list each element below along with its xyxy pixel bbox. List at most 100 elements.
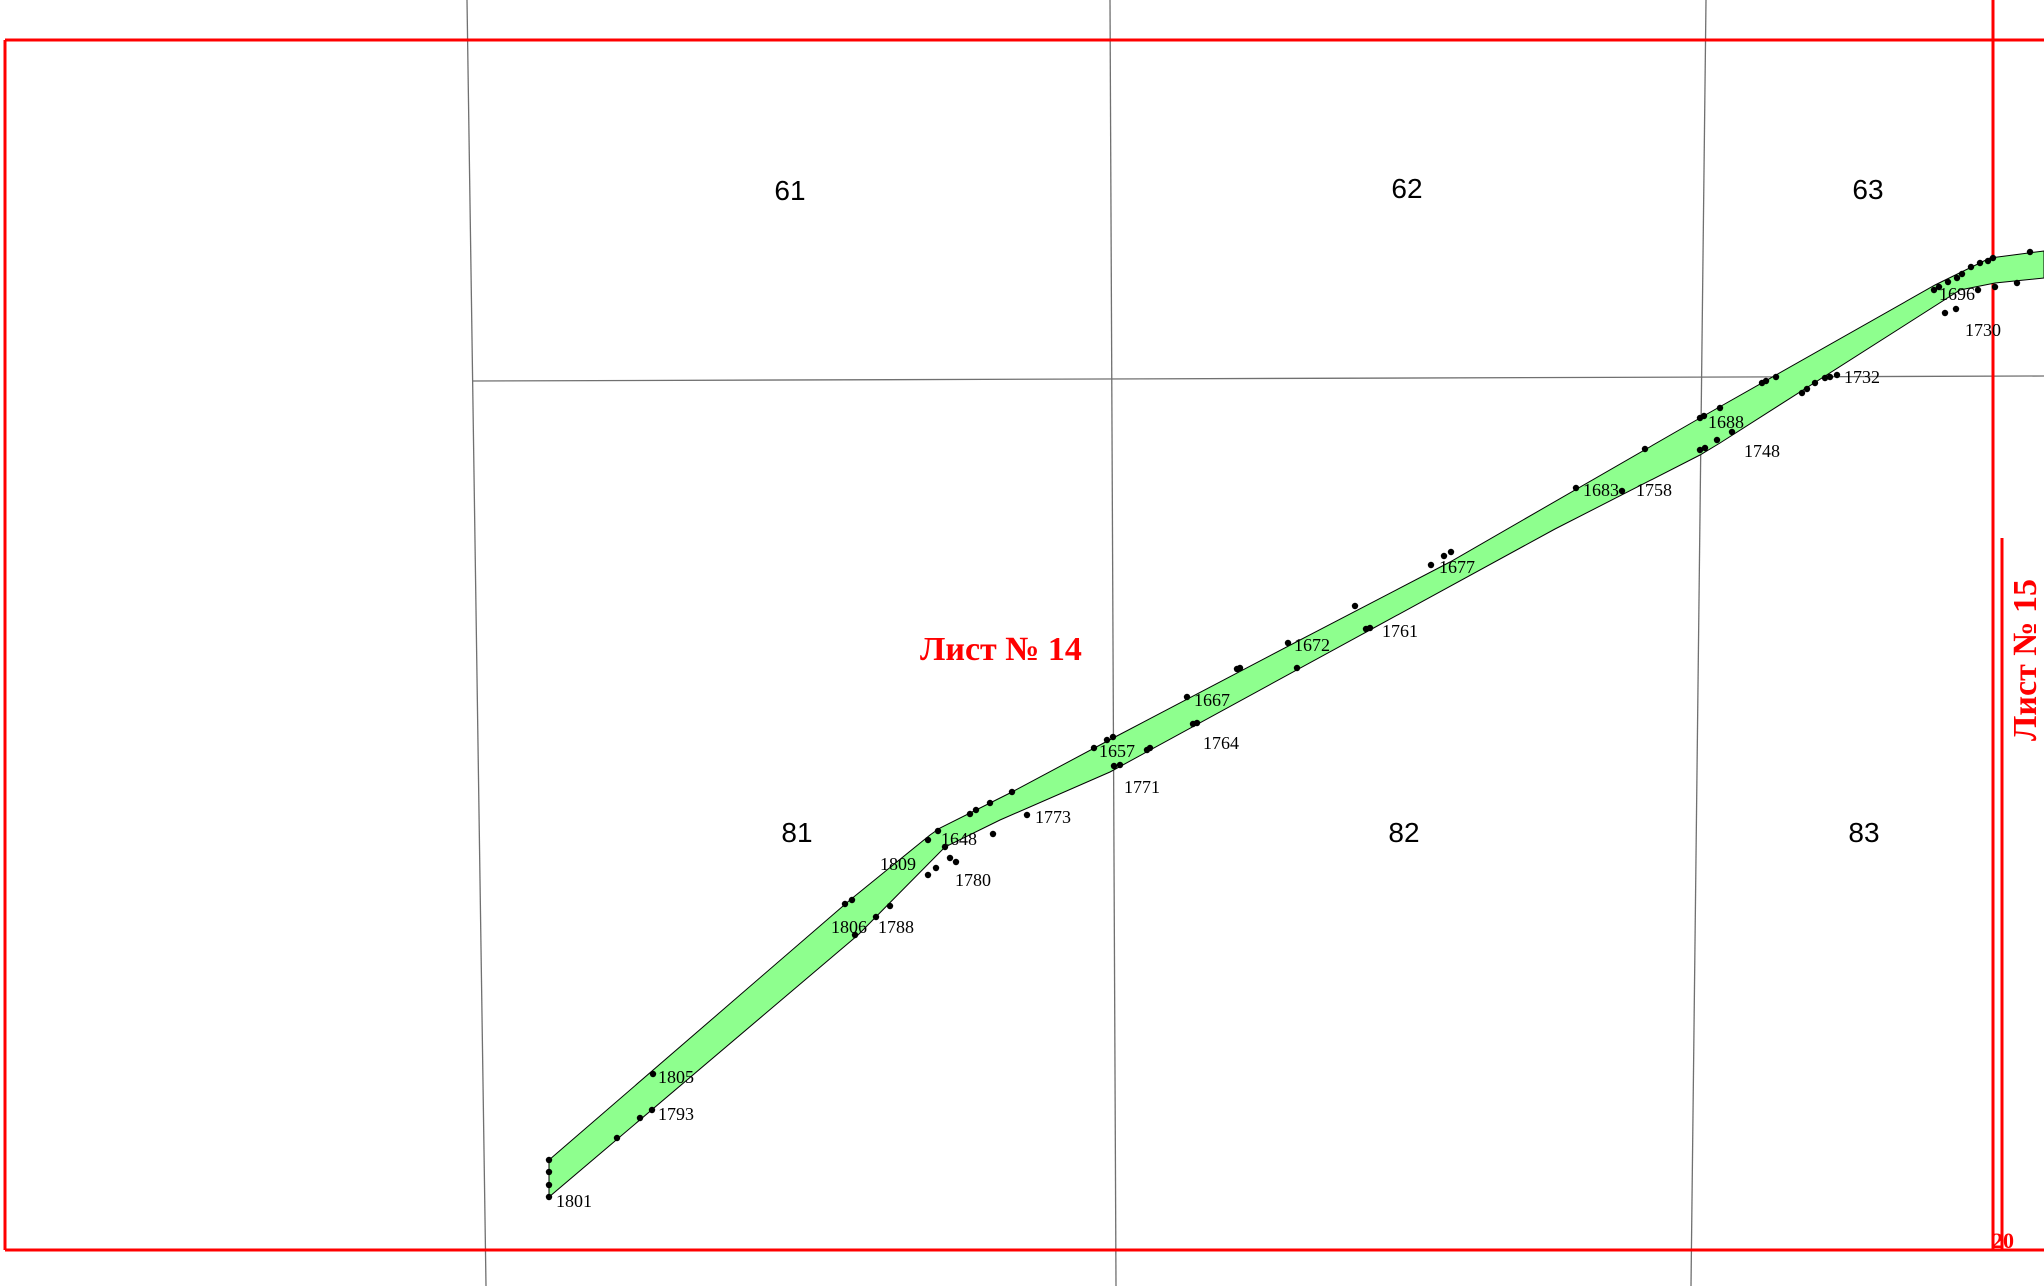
- boundary-vertex: [1716, 404, 1724, 412]
- point-label: 1806: [831, 917, 867, 937]
- quarter-grid: [466, 0, 2044, 1286]
- boundary-vertex: [1700, 412, 1708, 420]
- boundary-vertex: [932, 864, 940, 872]
- grid-line-v2: [1109, 0, 1117, 1286]
- boundary-vertex: [1728, 428, 1736, 436]
- boundary-vertex: [1941, 309, 1949, 317]
- boundary-vertex: [941, 843, 949, 851]
- point-label: 1758: [1636, 480, 1672, 500]
- boundary-vertex: [1826, 373, 1834, 381]
- boundary-vertex: [649, 1070, 657, 1078]
- boundary-vertex: [1944, 278, 1952, 286]
- quarter-number: 81: [781, 817, 812, 848]
- boundary-vertex: [1090, 744, 1098, 752]
- boundary-vertex: [1109, 733, 1117, 741]
- vertex-layer: [545, 248, 2034, 1201]
- boundary-vertex: [545, 1156, 553, 1164]
- boundary-vertex: [1821, 374, 1829, 382]
- boundary-vertex: [946, 854, 954, 862]
- boundary-vertex: [1811, 379, 1819, 387]
- boundary-vertex: [1572, 484, 1580, 492]
- point-label: 1696: [1939, 284, 1975, 304]
- point-label: 1732: [1844, 367, 1880, 387]
- boundary-vertex: [1351, 602, 1359, 610]
- point-label: 1788: [878, 917, 914, 937]
- boundary-vertex: [1991, 283, 1999, 291]
- grid-line-v3: [1690, 0, 1707, 1286]
- boundary-vertex: [545, 1193, 553, 1201]
- boundary-vertex: [986, 799, 994, 807]
- boundary-vertex: [1183, 693, 1191, 701]
- boundary-vertex: [966, 810, 974, 818]
- point-label: 1809: [880, 854, 916, 874]
- boundary-vertex: [545, 1181, 553, 1189]
- point-label: 1648: [941, 829, 977, 849]
- point-label: 1748: [1744, 441, 1780, 461]
- boundary-vertex: [1427, 561, 1435, 569]
- quarter-number: 61: [774, 175, 805, 206]
- boundary-vertex: [1447, 548, 1455, 556]
- point-label: 1683: [1583, 480, 1619, 500]
- boundary-vertex: [1701, 444, 1709, 452]
- boundary-vertex: [1008, 788, 1016, 796]
- point-label: 1761: [1382, 621, 1418, 641]
- boundary-vertex: [1440, 552, 1448, 560]
- point-label: 1667: [1194, 690, 1230, 710]
- boundary-vertex: [1110, 762, 1118, 770]
- boundary-vertex: [1833, 371, 1841, 379]
- boundary-vertex: [872, 913, 880, 921]
- boundary-vertex: [1284, 639, 1292, 647]
- sheet-label-adjacent: Лист № 15: [2007, 579, 2044, 741]
- quarter-number: 62: [1391, 173, 1422, 204]
- boundary-vertex: [924, 871, 932, 879]
- boundary-vertex: [1696, 446, 1704, 454]
- point-label: 1677: [1439, 557, 1475, 577]
- boundary-vertex: [648, 1106, 656, 1114]
- boundary-vertex: [1984, 257, 1992, 265]
- boundary-vertex: [1976, 259, 1984, 267]
- boundary-vertex: [989, 830, 997, 838]
- boundary-vertex: [1798, 389, 1806, 397]
- boundary-vertex: [636, 1114, 644, 1122]
- point-label: 1657: [1099, 741, 1135, 761]
- point-label: 1672: [1294, 635, 1330, 655]
- sheet-corner-number: 20: [1992, 1228, 2014, 1253]
- point-label: 1771: [1124, 777, 1160, 797]
- boundary-vertex: [1803, 385, 1811, 393]
- boundary-vertex: [1772, 373, 1780, 381]
- boundary-vertex: [1366, 624, 1374, 632]
- boundary-vertex: [1974, 286, 1982, 294]
- boundary-vertex: [1953, 274, 1961, 282]
- quarter-number: 83: [1848, 817, 1879, 848]
- boundary-vertex: [1930, 286, 1938, 294]
- boundary-vertex: [1193, 719, 1201, 727]
- sheet-label-current: Лист № 14: [920, 631, 1082, 668]
- point-label: 1793: [658, 1104, 694, 1124]
- point-label: 1764: [1203, 733, 1239, 753]
- grid-line-v1: [466, 0, 487, 1286]
- point-label: 1805: [658, 1067, 694, 1087]
- boundary-vertex: [1958, 270, 1966, 278]
- boundary-vertex: [1762, 377, 1770, 385]
- linear-object-strip: [548, 250, 2044, 1199]
- boundary-vertex: [841, 900, 849, 908]
- boundary-vertex: [886, 902, 894, 910]
- boundary-vertex: [1146, 744, 1154, 752]
- boundary-vertex: [1952, 305, 1960, 313]
- boundary-vertex: [1293, 664, 1301, 672]
- point-label: 1773: [1035, 807, 1071, 827]
- point-label: 1780: [955, 870, 991, 890]
- point-label: 1688: [1708, 412, 1744, 432]
- boundary-vertex: [1967, 263, 1975, 271]
- boundary-vertex: [2026, 248, 2034, 256]
- sheet-frame: [3, 0, 2044, 1252]
- quarter-number: 63: [1852, 174, 1883, 205]
- boundary-vertex: [851, 931, 859, 939]
- boundary-vertex: [934, 827, 942, 835]
- boundary-vertex: [1713, 436, 1721, 444]
- boundary-vertex: [1103, 736, 1111, 744]
- boundary-vertex: [613, 1134, 621, 1142]
- point-label: 1730: [1965, 320, 2001, 340]
- boundary-vertex: [924, 836, 932, 844]
